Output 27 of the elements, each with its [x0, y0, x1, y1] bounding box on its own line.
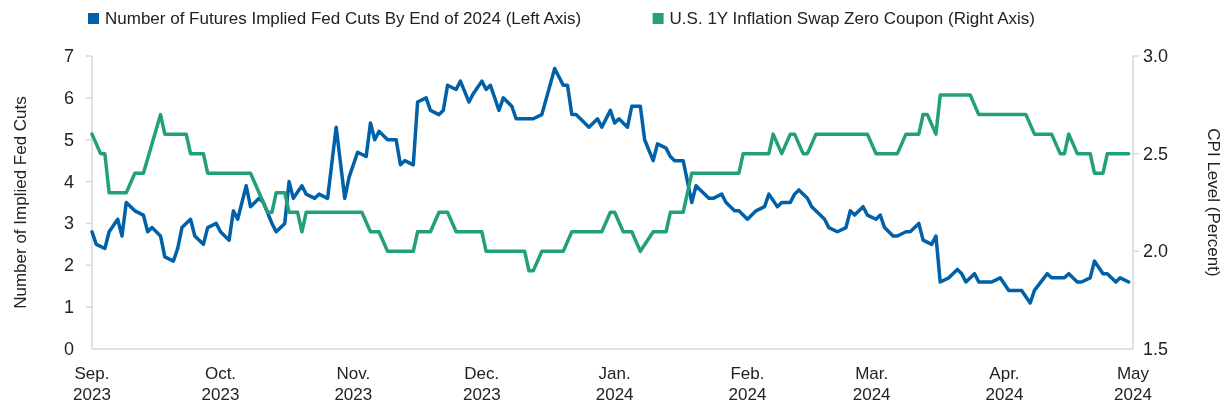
y-tick-label: 7: [63, 46, 74, 66]
x-tick-label: Nov. 2023: [334, 364, 373, 404]
x-tick-label: Sep. 2023: [73, 364, 111, 404]
y2-tick-label: 2.0: [1143, 241, 1169, 262]
x-tick-label: Feb. 2024: [728, 364, 767, 404]
y2-tick-label: 1.5: [1143, 339, 1169, 359]
y-tick-label: 4: [63, 171, 74, 192]
y2-axis-title: CPI Level (Percent): [1204, 128, 1223, 277]
y-tick-label: 3: [63, 213, 74, 234]
x-tick-label: Dec. 2023: [462, 364, 501, 404]
y-tick-label: 1: [63, 297, 74, 318]
y2-tick-label: 2.5: [1143, 143, 1169, 164]
legend-label: Number of Futures Implied Fed Cuts By End of 2024 (Left Axis): [105, 9, 582, 28]
y-tick-label: 0: [63, 339, 74, 359]
y-tick-label: 6: [63, 87, 74, 108]
line-series: [90, 93, 1131, 273]
y2-tick-label: 3.0: [1143, 46, 1169, 66]
y-tick-label: 5: [63, 129, 74, 150]
x-tick-label: Oct. 2023: [201, 364, 240, 404]
x-tick-label: May 2024: [1114, 364, 1152, 404]
x-tick-label: Jan. 2024: [595, 364, 634, 404]
line-series: [90, 66, 1131, 305]
x-tick-label: Mar. 2024: [852, 364, 891, 404]
x-tick-label: Apr. 2024: [985, 364, 1024, 404]
legend-label: U.S. 1Y Inflation Swap Zero Coupon (Right Axis): [669, 9, 1035, 28]
y-axis-title: Number of Implied Fed Cuts: [11, 96, 30, 309]
y-tick-label: 2: [63, 255, 74, 276]
